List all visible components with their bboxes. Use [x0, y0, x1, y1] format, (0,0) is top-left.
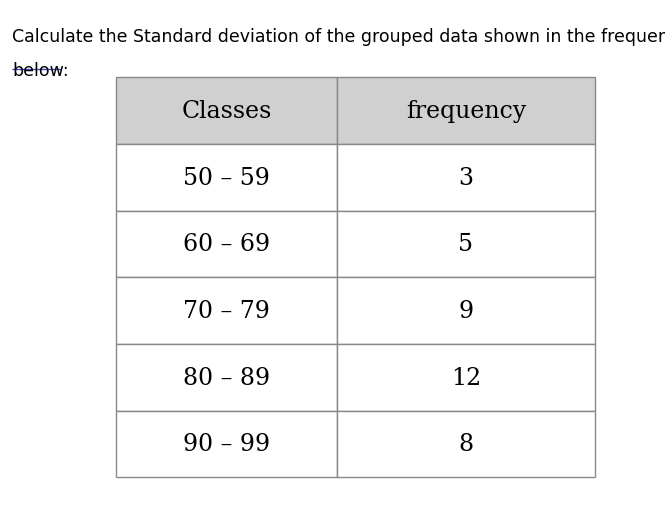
Text: 50 – 59: 50 – 59 — [183, 167, 270, 189]
Text: below:: below: — [12, 62, 68, 80]
Text: 60 – 69: 60 – 69 — [183, 233, 270, 256]
Text: 8: 8 — [458, 432, 473, 456]
Text: 80 – 89: 80 – 89 — [183, 366, 270, 389]
Text: 70 – 79: 70 – 79 — [183, 299, 270, 323]
Text: frequency: frequency — [406, 100, 526, 123]
Text: 9: 9 — [458, 299, 473, 323]
Text: Classes: Classes — [182, 100, 272, 123]
Text: Calculate the Standard deviation of the grouped data shown in the frequency tabl: Calculate the Standard deviation of the … — [12, 28, 665, 46]
Text: 3: 3 — [458, 167, 473, 189]
Text: 12: 12 — [451, 366, 481, 389]
Text: 90 – 99: 90 – 99 — [183, 432, 270, 456]
Text: 5: 5 — [458, 233, 473, 256]
